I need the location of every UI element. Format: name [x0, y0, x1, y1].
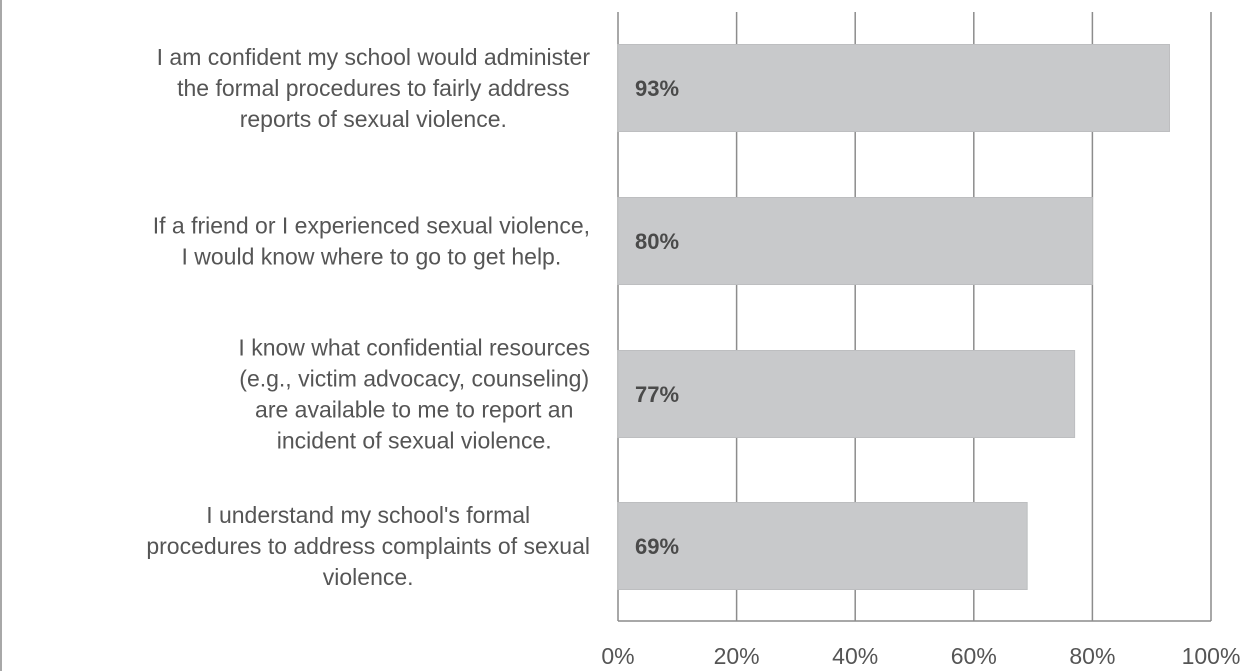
category-label-2-line-1: If a friend or I experienced sexual viol… — [153, 213, 590, 239]
bar-3 — [617, 350, 1076, 438]
bar-2 — [617, 197, 1093, 285]
category-label-4-line-1: I understand my school's formal — [206, 502, 530, 528]
category-label-3-line-1: I know what confidential resources — [238, 335, 590, 361]
category-label-1-line-1: I am confident my school would administe… — [157, 44, 591, 70]
data-label-2: 80% — [635, 229, 679, 254]
data-label-4: 69% — [635, 534, 679, 559]
x-tick-label-60: 60% — [951, 643, 997, 669]
category-label-2-line-2: I would know where to go to get help. — [182, 244, 562, 270]
bar-4 — [617, 502, 1028, 590]
category-label-3-line-2: (e.g., victim advocacy, counseling) — [239, 366, 589, 392]
x-tick-label-40: 40% — [832, 643, 878, 669]
data-label-3: 77% — [635, 382, 679, 407]
bar-1 — [617, 44, 1170, 132]
category-label-3-line-3: are available to me to report an — [255, 397, 573, 423]
category-label-1-line-3: reports of sexual violence. — [240, 106, 507, 132]
category-label-3-line-4: incident of sexual violence. — [277, 428, 552, 454]
category-label-1-line-2: the formal procedures to fairly address — [177, 75, 569, 101]
category-label-4-line-2: procedures to address complaints of sexu… — [146, 533, 590, 559]
category-label-4-line-3: violence. — [323, 564, 414, 590]
x-tick-label-100: 100% — [1182, 643, 1241, 669]
data-label-1: 93% — [635, 76, 679, 101]
x-tick-label-0: 0% — [601, 643, 634, 669]
x-tick-label-80: 80% — [1069, 643, 1115, 669]
x-tick-label-20: 20% — [714, 643, 760, 669]
